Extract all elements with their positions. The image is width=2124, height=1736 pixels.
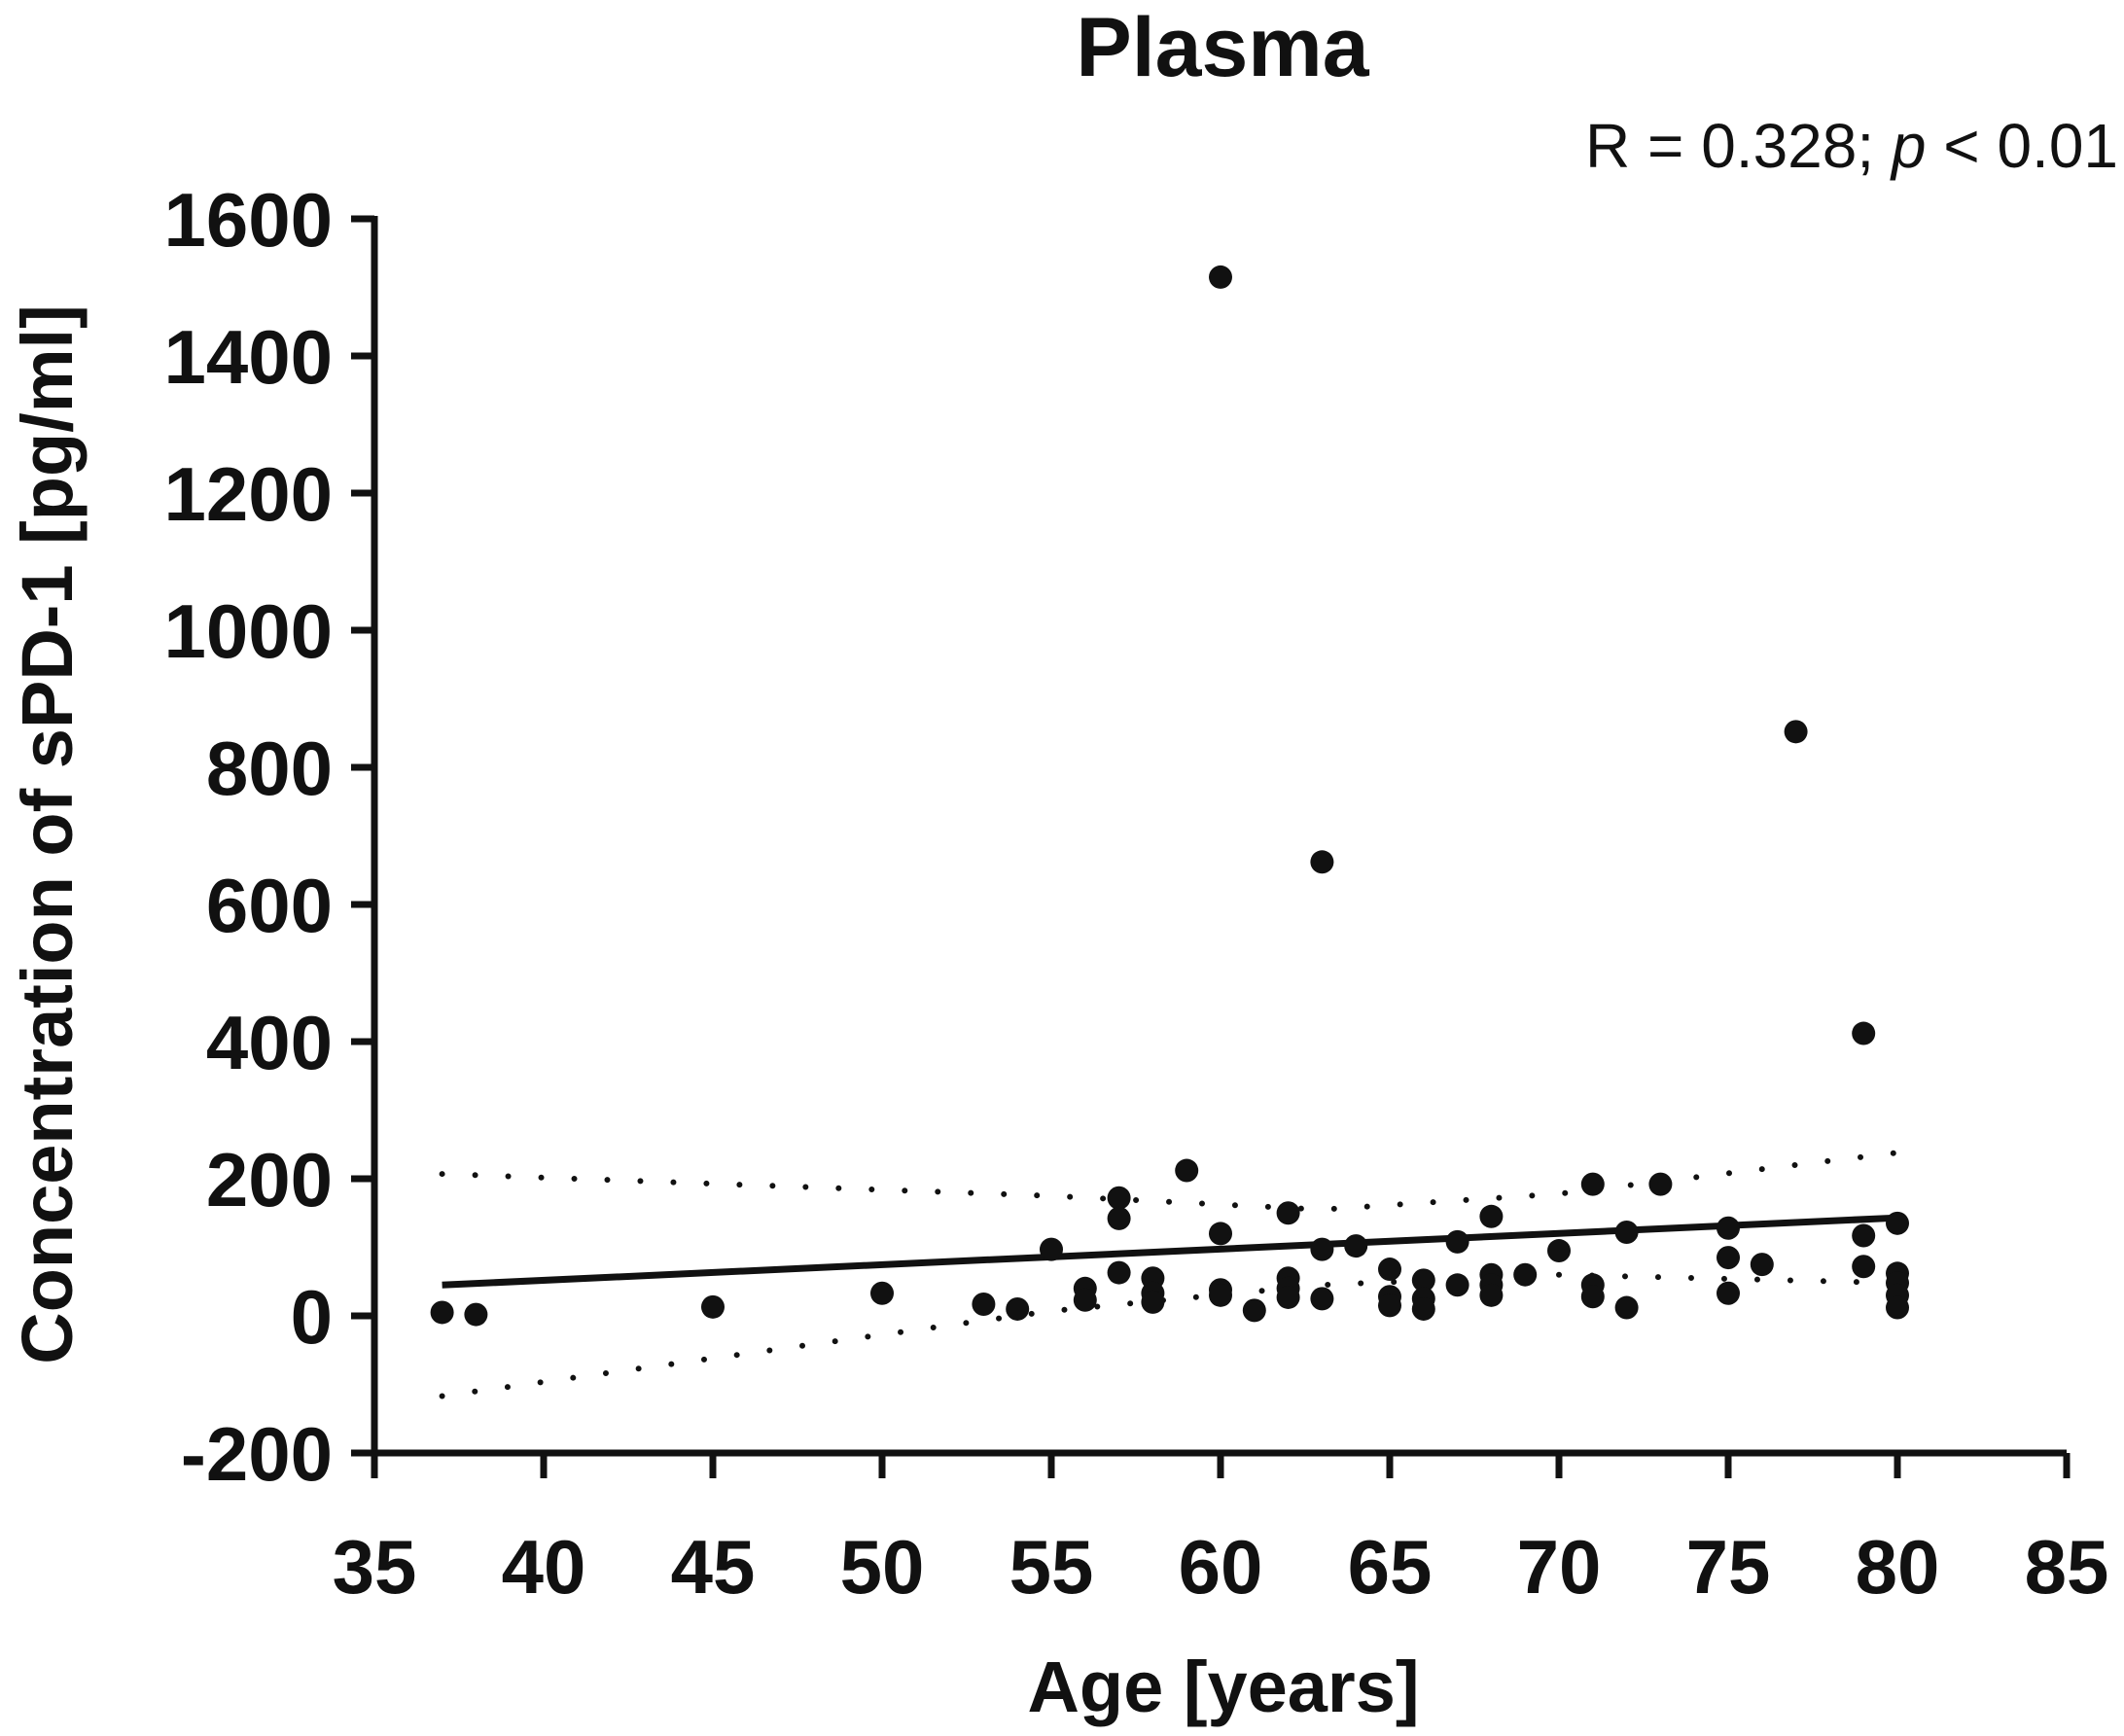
y-tick-label: 200 [206, 1137, 333, 1222]
data-point [1445, 1273, 1469, 1297]
data-point [1344, 1234, 1368, 1258]
data-point [1479, 1204, 1504, 1228]
data-point [870, 1281, 894, 1305]
data-point [1513, 1262, 1538, 1287]
data-point [1006, 1296, 1030, 1321]
y-tick-label: 0 [291, 1274, 333, 1360]
data-point [1209, 1283, 1232, 1307]
correlation-annotation: R = 0.328; p < 0.01 [1585, 111, 2118, 181]
data-point [1310, 1237, 1334, 1261]
data-point [1886, 1295, 1909, 1320]
y-tick-label: 600 [206, 863, 333, 948]
data-point [1378, 1258, 1401, 1282]
regression-line [442, 1214, 1898, 1289]
data-point [1107, 1260, 1131, 1285]
x-tick-label: 75 [1686, 1524, 1771, 1610]
data-point [1310, 850, 1334, 874]
y-tick-label: 400 [206, 1000, 333, 1085]
data-point [1614, 1220, 1639, 1244]
data-point [1242, 1298, 1266, 1323]
data-point [1411, 1296, 1435, 1321]
data-point [1073, 1288, 1097, 1312]
x-axis-ticks: 35 40 45 50 55 60 65 70 75 80 85 [333, 1453, 2109, 1610]
x-axis-label: Age [years] [1027, 1647, 1419, 1727]
x-tick-label: 80 [1856, 1524, 1940, 1610]
x-tick-label: 40 [502, 1524, 586, 1610]
data-point [430, 1300, 454, 1325]
data-point [1445, 1229, 1469, 1254]
y-tick-label: 1600 [163, 177, 333, 263]
data-point [1580, 1285, 1605, 1309]
x-tick-label: 55 [1009, 1524, 1094, 1610]
data-point [1310, 1287, 1334, 1311]
correlation-r: R = 0.328; [1585, 111, 1892, 181]
data-point [1107, 1206, 1131, 1230]
data-point [1784, 720, 1808, 744]
data-points [430, 265, 1909, 1327]
data-point [1547, 1239, 1571, 1263]
y-tick-label: -200 [181, 1411, 333, 1497]
chart-title: Plasma [1076, 1, 1369, 94]
confidence-band-upper [439, 1150, 1900, 1213]
data-point [1411, 1268, 1435, 1293]
y-tick-label: 800 [206, 726, 333, 811]
data-point [1852, 1021, 1876, 1045]
data-point [1648, 1172, 1673, 1196]
data-point [701, 1294, 725, 1319]
y-axis-ticks: -200 0 200 400 600 800 1000 1200 1400 1600 [163, 177, 374, 1497]
data-point [1378, 1293, 1401, 1318]
data-point [1141, 1290, 1165, 1314]
data-point [1107, 1186, 1131, 1210]
data-point [1614, 1295, 1639, 1320]
data-point [1276, 1201, 1300, 1225]
regression-fit [442, 1214, 1898, 1289]
data-point [1276, 1285, 1300, 1309]
data-point [1750, 1253, 1774, 1277]
y-tick-label: 1400 [163, 314, 333, 400]
x-tick-label: 45 [671, 1524, 756, 1610]
y-tick-label: 1000 [163, 588, 333, 674]
data-point [1852, 1255, 1876, 1279]
confidence-band-lower [439, 1271, 1900, 1399]
data-point [1209, 265, 1232, 289]
x-tick-label: 60 [1179, 1524, 1263, 1610]
correlation-p-value: < 0.01 [1927, 111, 2119, 181]
data-point [1175, 1158, 1199, 1183]
x-tick-label: 70 [1517, 1524, 1602, 1610]
x-tick-label: 35 [333, 1524, 417, 1610]
data-point [1580, 1172, 1605, 1196]
data-point [1717, 1216, 1740, 1240]
data-point [1717, 1281, 1740, 1305]
data-point [1852, 1223, 1876, 1248]
correlation-p-symbol: p [1890, 111, 1927, 181]
x-tick-label: 85 [2025, 1524, 2109, 1610]
x-tick-label: 65 [1348, 1524, 1433, 1610]
data-point [972, 1293, 996, 1317]
y-tick-label: 1200 [163, 451, 333, 537]
data-point [1886, 1211, 1909, 1235]
data-point [1040, 1237, 1063, 1261]
data-point [1717, 1246, 1740, 1270]
data-point [464, 1302, 488, 1327]
data-point [1479, 1283, 1504, 1307]
y-axis-label: Concentration of sPD-1 [pg/ml] [7, 304, 88, 1364]
data-point [1209, 1222, 1232, 1246]
x-tick-label: 50 [840, 1524, 925, 1610]
